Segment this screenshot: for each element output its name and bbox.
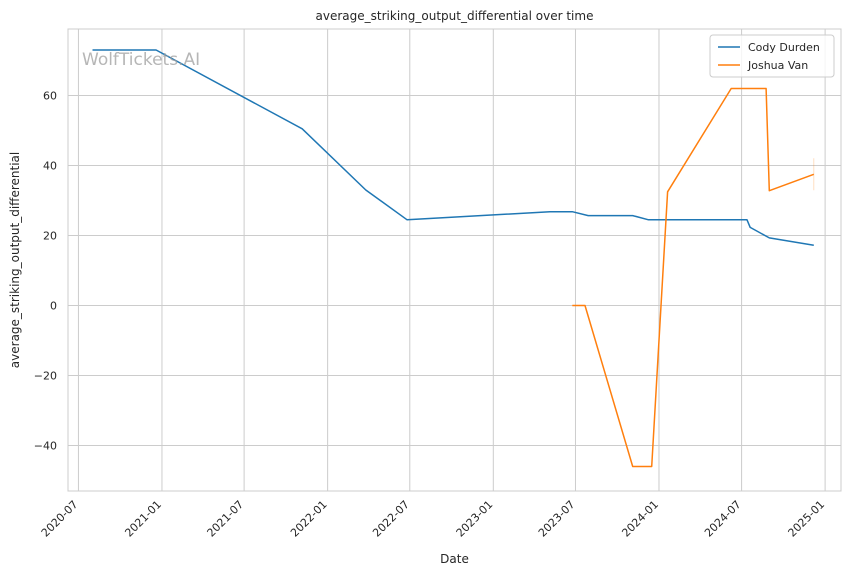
x-axis-label: Date [440, 552, 469, 566]
legend-label: Joshua Van [747, 59, 808, 72]
legend-box [709, 34, 835, 78]
y-gridlines [68, 95, 841, 446]
x-tick-labels: 2020-07 2021-01 2021-07 2022-01 2022-07 2023-… [39, 498, 827, 540]
y-tick-label: 60 [43, 90, 57, 103]
x-tick-label: 2025-01 [786, 498, 828, 540]
legend-label: Cody Durden [748, 41, 820, 54]
y-tick-label: −40 [34, 440, 57, 453]
y-tick-labels: −40 −20 0 20 40 60 [34, 90, 57, 453]
x-tick-label: 2020-07 [39, 498, 81, 540]
series-lines [92, 49, 815, 468]
y-tick-label: 40 [43, 160, 57, 173]
x-tick-label: 2023-01 [454, 498, 496, 540]
y-tick-label: 0 [50, 300, 57, 313]
x-gridlines [77, 29, 826, 491]
x-tick-label: 2022-01 [288, 498, 330, 540]
legend: Cody Durden Joshua Van [709, 34, 835, 78]
series-line-1 [92, 49, 814, 247]
series-line-2 [572, 87, 815, 468]
x-tick-label: 2023-07 [536, 498, 578, 540]
y-tick-label: −20 [34, 370, 57, 383]
x-tick-label: 2024-01 [619, 498, 661, 540]
x-tick-label: 2024-07 [702, 498, 744, 540]
chart-title: average_striking_output_differential ove… [316, 9, 594, 23]
plot-area-frame [67, 28, 842, 492]
x-tick-label: 2022-07 [370, 498, 412, 540]
watermark-text: WolfTickets.AI [82, 50, 200, 70]
y-axis-label: average_striking_output_differential [8, 152, 22, 368]
x-tick-label: 2021-07 [205, 498, 247, 540]
x-tick-label: 2021-01 [122, 498, 164, 540]
y-tick-label: 20 [43, 230, 57, 243]
